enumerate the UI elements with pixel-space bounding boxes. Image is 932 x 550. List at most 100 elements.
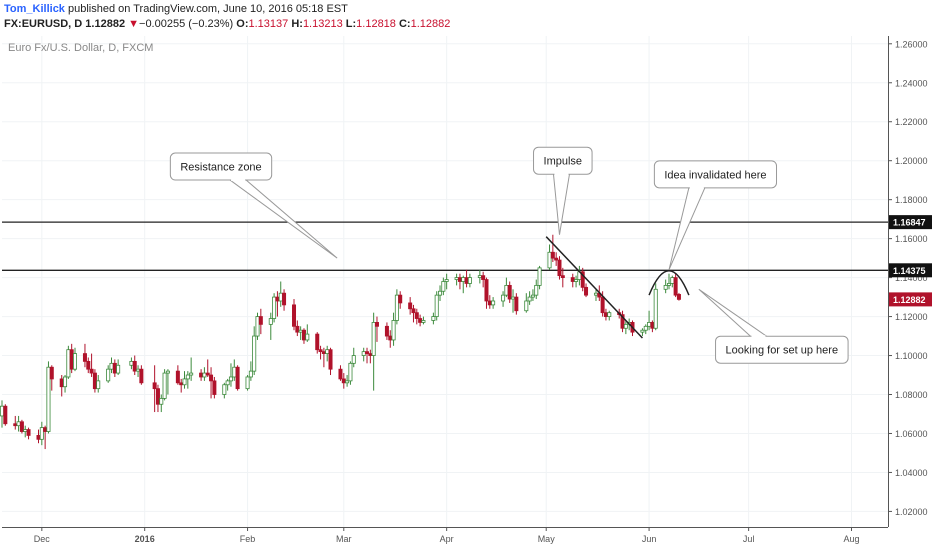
candle-body (371, 322, 376, 356)
candle-body (444, 279, 449, 282)
callout[interactable]: Idea invalidated here (653, 160, 778, 271)
candle (477, 269, 482, 284)
candle (175, 365, 180, 385)
candle (255, 312, 260, 340)
candle (408, 297, 413, 315)
candle (295, 320, 300, 337)
candle-body (39, 427, 44, 440)
arc-drawing[interactable] (648, 270, 690, 296)
callouts[interactable]: Resistance zone Impulse Idea invalidated h… (169, 146, 849, 364)
candle-body (600, 296, 605, 314)
candle (232, 359, 237, 381)
candle (315, 332, 320, 354)
axes: 1.02000 1.04000 1.06000 1.08000 1.10000 1.120… (2, 36, 932, 544)
candle (106, 365, 111, 383)
candle (199, 369, 204, 381)
time-tick-label: Jun (642, 534, 657, 544)
callout[interactable]: Impulse (533, 146, 593, 235)
price-axis-bg (888, 36, 932, 527)
candle (305, 324, 310, 342)
candle-body (46, 366, 51, 432)
candle (580, 267, 585, 292)
candle-body (351, 355, 356, 364)
candle-body (301, 329, 306, 341)
last-price: 1.12882 (85, 18, 126, 30)
drawings[interactable] (545, 236, 690, 339)
candle (524, 293, 529, 313)
time-tick-label: Dec (34, 534, 51, 544)
trend-line[interactable] (545, 236, 643, 339)
candle (282, 289, 287, 311)
candle (514, 293, 519, 315)
candle (384, 322, 389, 340)
candle (574, 275, 579, 288)
candle-body (59, 378, 64, 388)
candle-body (454, 277, 459, 280)
callout[interactable]: Looking for set up here (698, 288, 849, 364)
candle (205, 359, 210, 377)
candle-body (162, 372, 167, 399)
low-value: 1.12818 (356, 18, 396, 30)
candle-body (43, 427, 48, 432)
candle-body (365, 351, 370, 354)
callout[interactable]: Resistance zone (169, 152, 338, 259)
candle (371, 312, 376, 391)
candle-body (19, 421, 24, 432)
callout-label: Looking for set up here (726, 345, 839, 357)
candle (86, 357, 91, 374)
resistance-lines[interactable] (2, 221, 888, 271)
price-tick-label: 1.20000 (895, 156, 928, 166)
candle (345, 375, 350, 387)
candle (46, 361, 51, 434)
time-tick-label: Mar (336, 534, 352, 544)
candle (577, 265, 582, 286)
callout-label: Idea invalidated here (664, 169, 766, 181)
candle (268, 312, 273, 340)
candle-body (607, 312, 612, 317)
candle-body (341, 378, 346, 384)
candle-body (650, 322, 655, 329)
candle (534, 279, 539, 300)
candle-body (481, 275, 486, 280)
author-link[interactable]: Tom_Killick (4, 3, 65, 15)
time-tick-label: May (538, 534, 556, 544)
candle (527, 291, 532, 305)
candle (49, 365, 54, 391)
candle (570, 273, 575, 288)
candle (59, 375, 64, 397)
candle (640, 328, 645, 337)
candle (209, 367, 214, 399)
symbol-label[interactable]: FX:EURUSD, D (4, 18, 83, 30)
candle (89, 353, 94, 377)
price-tick-label: 1.16000 (895, 234, 928, 244)
candle-body (0, 405, 4, 417)
candle (603, 308, 608, 321)
candle (152, 365, 157, 413)
candle (129, 357, 134, 370)
candle (252, 326, 257, 376)
candle-body (547, 251, 552, 269)
candle (411, 304, 416, 323)
candle (96, 375, 101, 393)
candlestick-series (0, 234, 681, 450)
candle (461, 275, 466, 294)
candle-body (205, 372, 210, 376)
candle-body (116, 364, 121, 374)
candle-body (252, 335, 257, 372)
candle-body (96, 380, 101, 390)
candle-body (527, 296, 532, 302)
candle-body (212, 380, 217, 395)
candle-body (159, 398, 164, 405)
candle (298, 326, 303, 340)
candle (438, 285, 443, 301)
candle (275, 291, 280, 317)
candle-body (185, 374, 190, 380)
candle (481, 271, 486, 288)
candle-body (305, 333, 310, 341)
candle (292, 299, 297, 331)
callout-box (169, 152, 273, 181)
close-label: C: (398, 18, 411, 30)
candle-body (136, 368, 141, 372)
candle (3, 404, 8, 426)
